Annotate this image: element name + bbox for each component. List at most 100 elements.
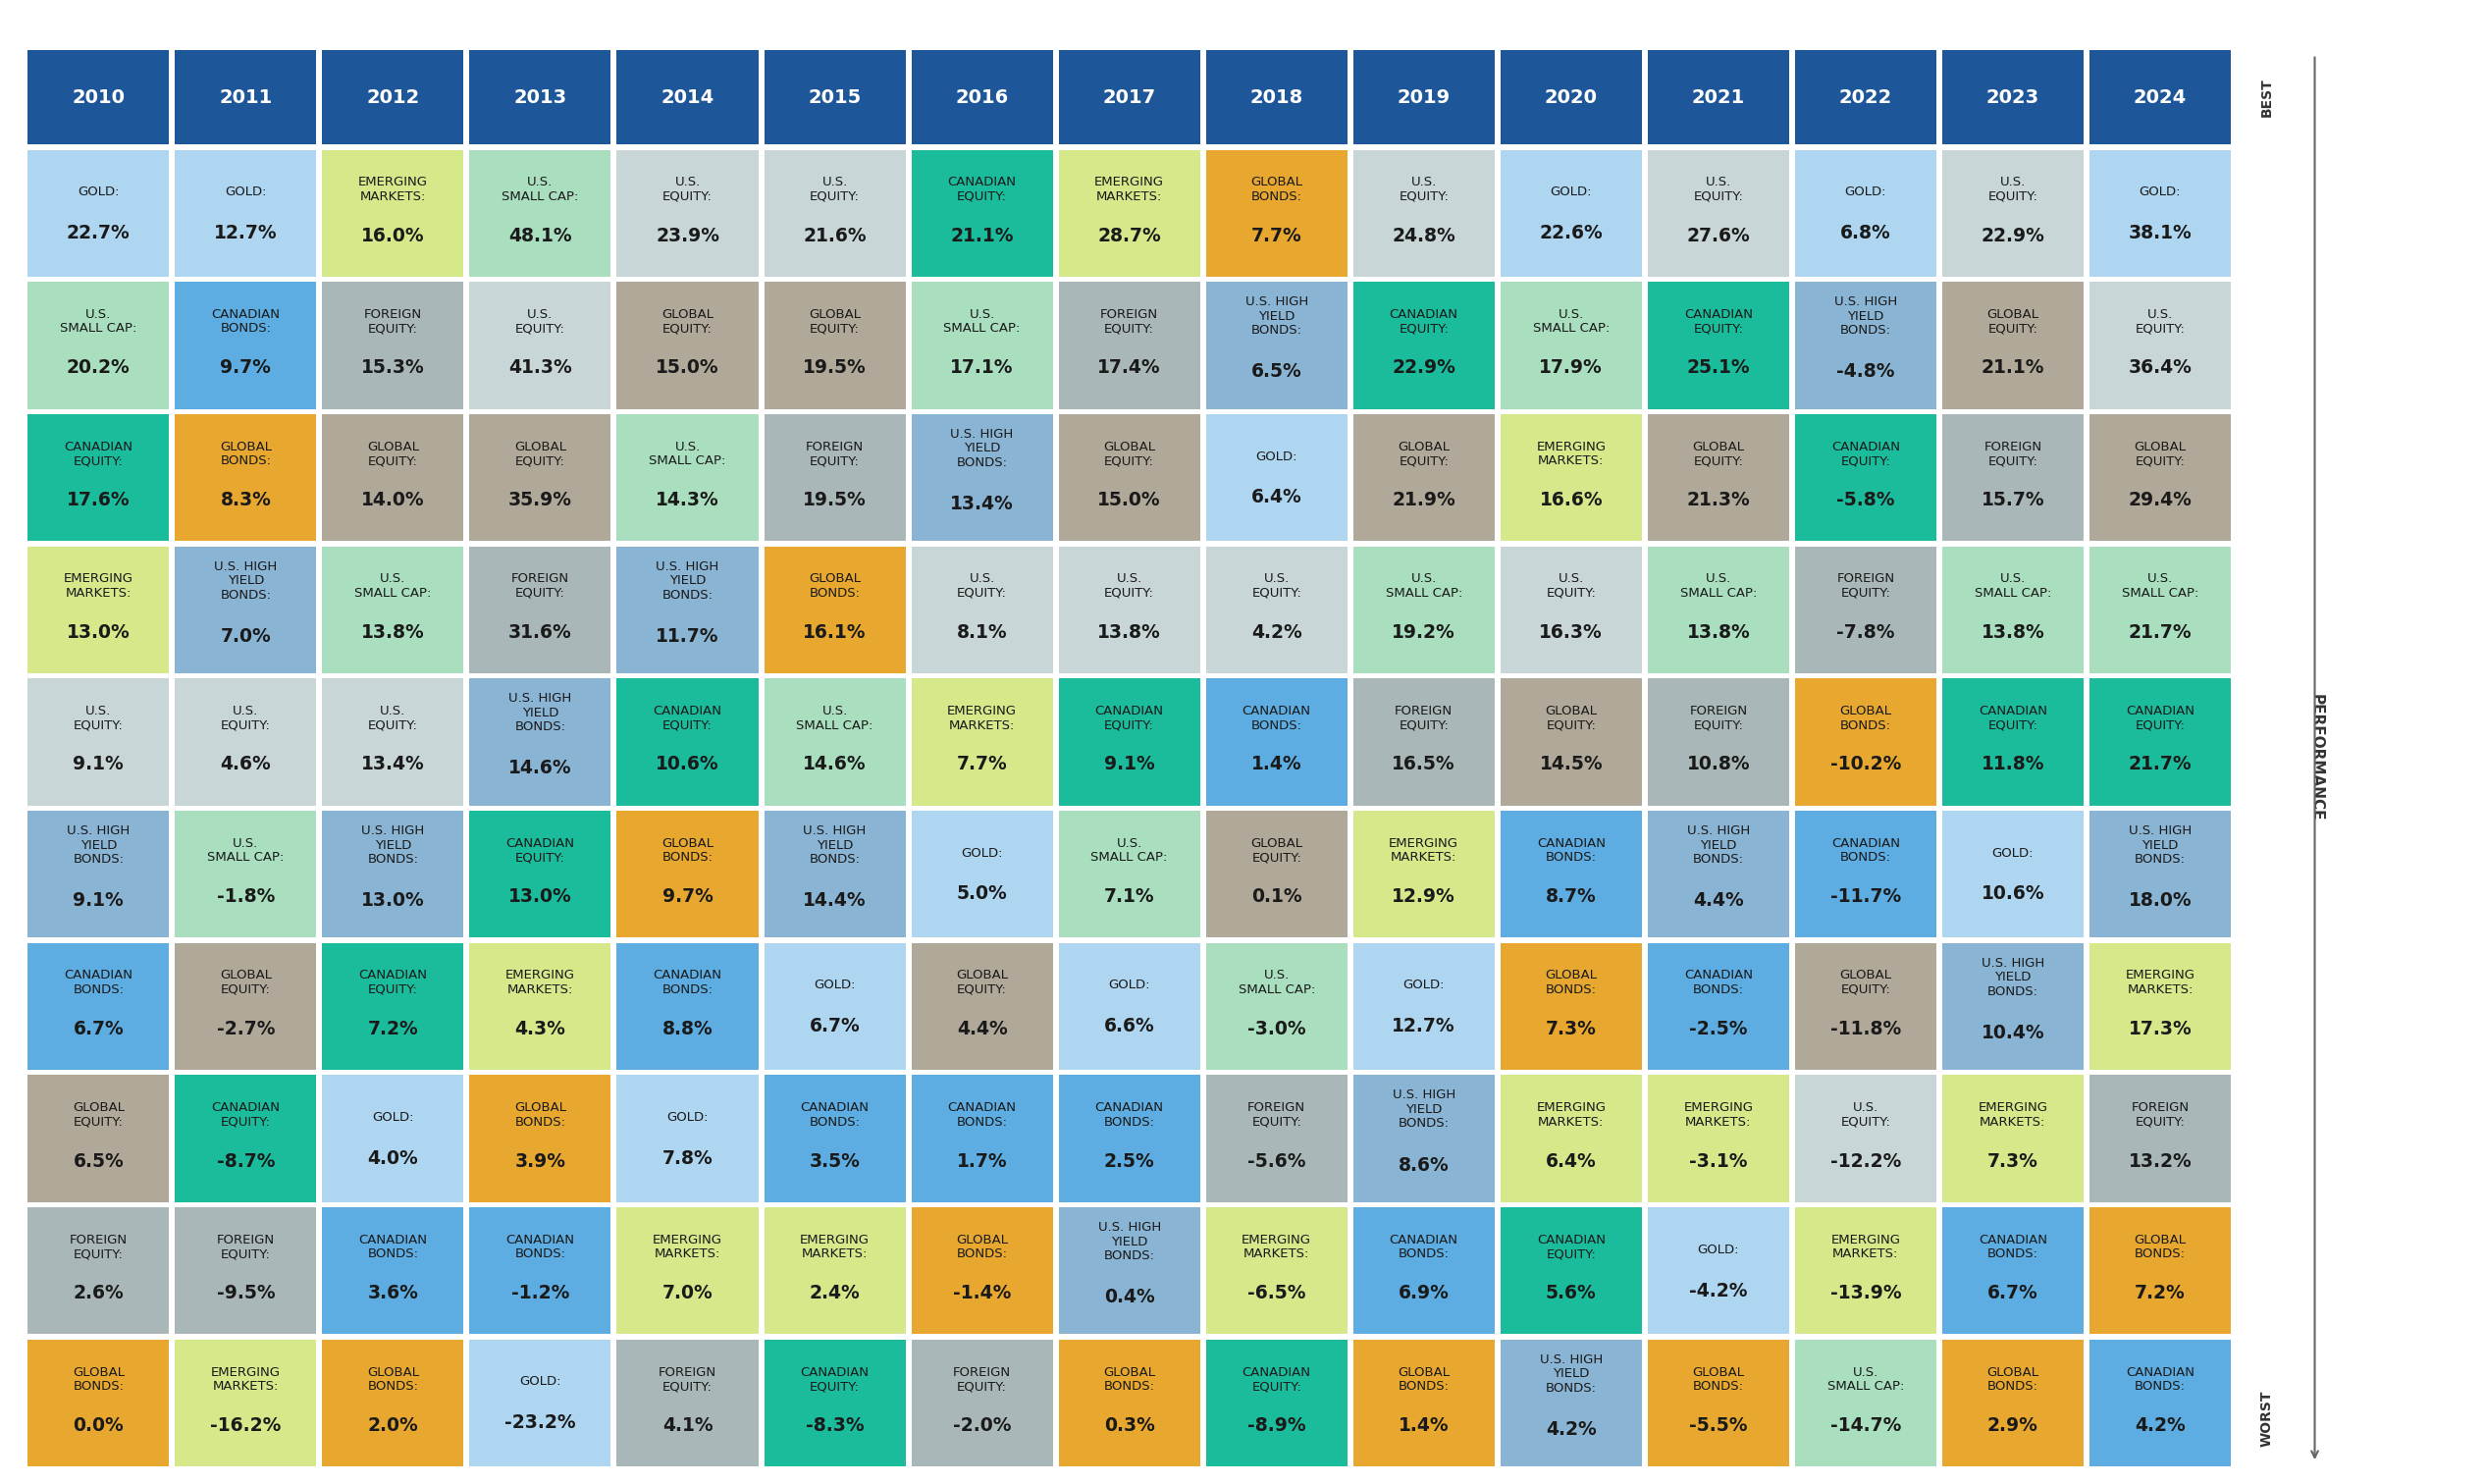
Text: -8.3%: -8.3% [805,1416,865,1435]
Text: CANADIAN
BONDS:: CANADIAN BONDS: [211,309,281,335]
Text: GOLD:: GOLD: [1255,450,1297,463]
FancyBboxPatch shape [1059,1076,1200,1202]
Text: 3.5%: 3.5% [810,1152,860,1171]
FancyBboxPatch shape [1059,50,1200,144]
FancyBboxPatch shape [1059,942,1200,1070]
Text: 14.6%: 14.6% [509,760,572,778]
Text: CANADIAN
EQUITY:: CANADIAN EQUITY: [507,837,574,864]
Text: CANADIAN
BONDS:: CANADIAN BONDS: [358,1233,427,1260]
Text: FOREIGN
EQUITY:: FOREIGN EQUITY: [1394,705,1454,732]
Text: 2012: 2012 [365,88,420,107]
Text: 6.4%: 6.4% [1250,488,1302,506]
FancyBboxPatch shape [1501,678,1643,806]
FancyBboxPatch shape [1794,1076,1936,1202]
Text: 6.7%: 6.7% [72,1020,124,1039]
FancyBboxPatch shape [763,546,905,674]
FancyBboxPatch shape [763,150,905,276]
Text: EMERGING
MARKETS:: EMERGING MARKETS: [800,1233,870,1260]
FancyBboxPatch shape [1794,810,1936,938]
FancyBboxPatch shape [763,942,905,1070]
Text: 17.3%: 17.3% [2127,1020,2192,1039]
Text: -9.5%: -9.5% [216,1284,276,1303]
FancyBboxPatch shape [323,810,465,938]
Text: -1.8%: -1.8% [216,887,276,907]
Text: GLOBAL
BONDS:: GLOBAL BONDS: [219,441,271,467]
Text: U.S.
EQUITY:: U.S. EQUITY: [221,705,271,732]
Text: 1.4%: 1.4% [1399,1416,1449,1435]
Text: EMERGING
MARKETS:: EMERGING MARKETS: [1682,1101,1754,1128]
FancyBboxPatch shape [1648,282,1789,408]
Text: 15.3%: 15.3% [360,359,425,377]
FancyBboxPatch shape [2090,50,2232,144]
Text: 10.6%: 10.6% [656,755,718,773]
Text: 2016: 2016 [954,88,1009,107]
FancyBboxPatch shape [27,1340,169,1466]
FancyBboxPatch shape [1354,1208,1493,1334]
Text: 13.0%: 13.0% [509,887,572,907]
FancyBboxPatch shape [323,1208,465,1334]
Text: 0.1%: 0.1% [1252,887,1302,907]
FancyBboxPatch shape [27,282,169,408]
Text: 7.3%: 7.3% [1988,1152,2038,1171]
Text: U.S. HIGH
YIELD
BONDS:: U.S. HIGH YIELD BONDS: [1541,1353,1603,1395]
Text: 5.6%: 5.6% [1546,1284,1595,1303]
Text: FOREIGN
EQUITY:: FOREIGN EQUITY: [216,1233,276,1260]
Text: 4.2%: 4.2% [2135,1416,2184,1435]
FancyBboxPatch shape [1059,150,1200,276]
FancyBboxPatch shape [763,1340,905,1466]
Text: 10.6%: 10.6% [1981,884,2045,904]
Text: CANADIAN
EQUITY:: CANADIAN EQUITY: [65,441,132,467]
Text: CANADIAN
BONDS:: CANADIAN BONDS: [800,1101,870,1128]
FancyBboxPatch shape [470,414,611,542]
FancyBboxPatch shape [27,546,169,674]
Text: 2.5%: 2.5% [1103,1152,1156,1171]
FancyBboxPatch shape [470,1076,611,1202]
FancyBboxPatch shape [1943,282,2082,408]
FancyBboxPatch shape [1354,50,1493,144]
FancyBboxPatch shape [1354,546,1493,674]
Text: 13.8%: 13.8% [1098,623,1160,641]
FancyBboxPatch shape [1354,810,1493,938]
Text: CANADIAN
BONDS:: CANADIAN BONDS: [654,969,721,996]
FancyBboxPatch shape [174,1340,316,1466]
Text: 7.7%: 7.7% [1250,226,1302,245]
FancyBboxPatch shape [1205,810,1347,938]
Text: -8.9%: -8.9% [1247,1416,1305,1435]
FancyBboxPatch shape [1059,1208,1200,1334]
Text: 13.0%: 13.0% [67,623,129,641]
FancyBboxPatch shape [912,150,1054,276]
Text: GOLD:: GOLD: [77,186,119,199]
Text: -6.5%: -6.5% [1247,1284,1305,1303]
FancyBboxPatch shape [2090,810,2232,938]
Text: -3.1%: -3.1% [1690,1152,1747,1171]
Text: U.S.
SMALL CAP:: U.S. SMALL CAP: [355,573,432,600]
Text: FOREIGN
EQUITY:: FOREIGN EQUITY: [659,1365,716,1393]
Text: EMERGING
MARKETS:: EMERGING MARKETS: [504,969,574,996]
Text: 2024: 2024 [2135,88,2187,107]
FancyBboxPatch shape [1943,414,2082,542]
FancyBboxPatch shape [1943,546,2082,674]
FancyBboxPatch shape [1794,150,1936,276]
FancyBboxPatch shape [763,678,905,806]
FancyBboxPatch shape [763,1076,905,1202]
Text: U.S.
SMALL CAP:: U.S. SMALL CAP: [944,309,1021,335]
Text: BEST: BEST [2261,77,2274,116]
Text: 11.7%: 11.7% [656,626,718,646]
FancyBboxPatch shape [2090,546,2232,674]
Text: -2.5%: -2.5% [1690,1020,1747,1039]
FancyBboxPatch shape [2090,150,2232,276]
Text: 9.1%: 9.1% [72,755,124,773]
Text: U.S.
EQUITY:: U.S. EQUITY: [368,705,417,732]
Text: 0.3%: 0.3% [1103,1416,1156,1435]
FancyBboxPatch shape [1794,1208,1936,1334]
Text: 2.0%: 2.0% [368,1416,417,1435]
Text: U.S.
EQUITY:: U.S. EQUITY: [957,573,1006,600]
Text: U.S.
SMALL CAP:: U.S. SMALL CAP: [1384,573,1461,600]
Text: U.S. HIGH
YIELD
BONDS:: U.S. HIGH YIELD BONDS: [1687,825,1749,865]
Text: GOLD:: GOLD: [2140,186,2182,199]
Text: GLOBAL
BONDS:: GLOBAL BONDS: [1250,177,1302,203]
Text: 8.1%: 8.1% [957,623,1006,641]
Text: 13.8%: 13.8% [1981,623,2045,641]
Text: CANADIAN
BONDS:: CANADIAN BONDS: [1096,1101,1163,1128]
Text: 31.6%: 31.6% [509,623,572,641]
